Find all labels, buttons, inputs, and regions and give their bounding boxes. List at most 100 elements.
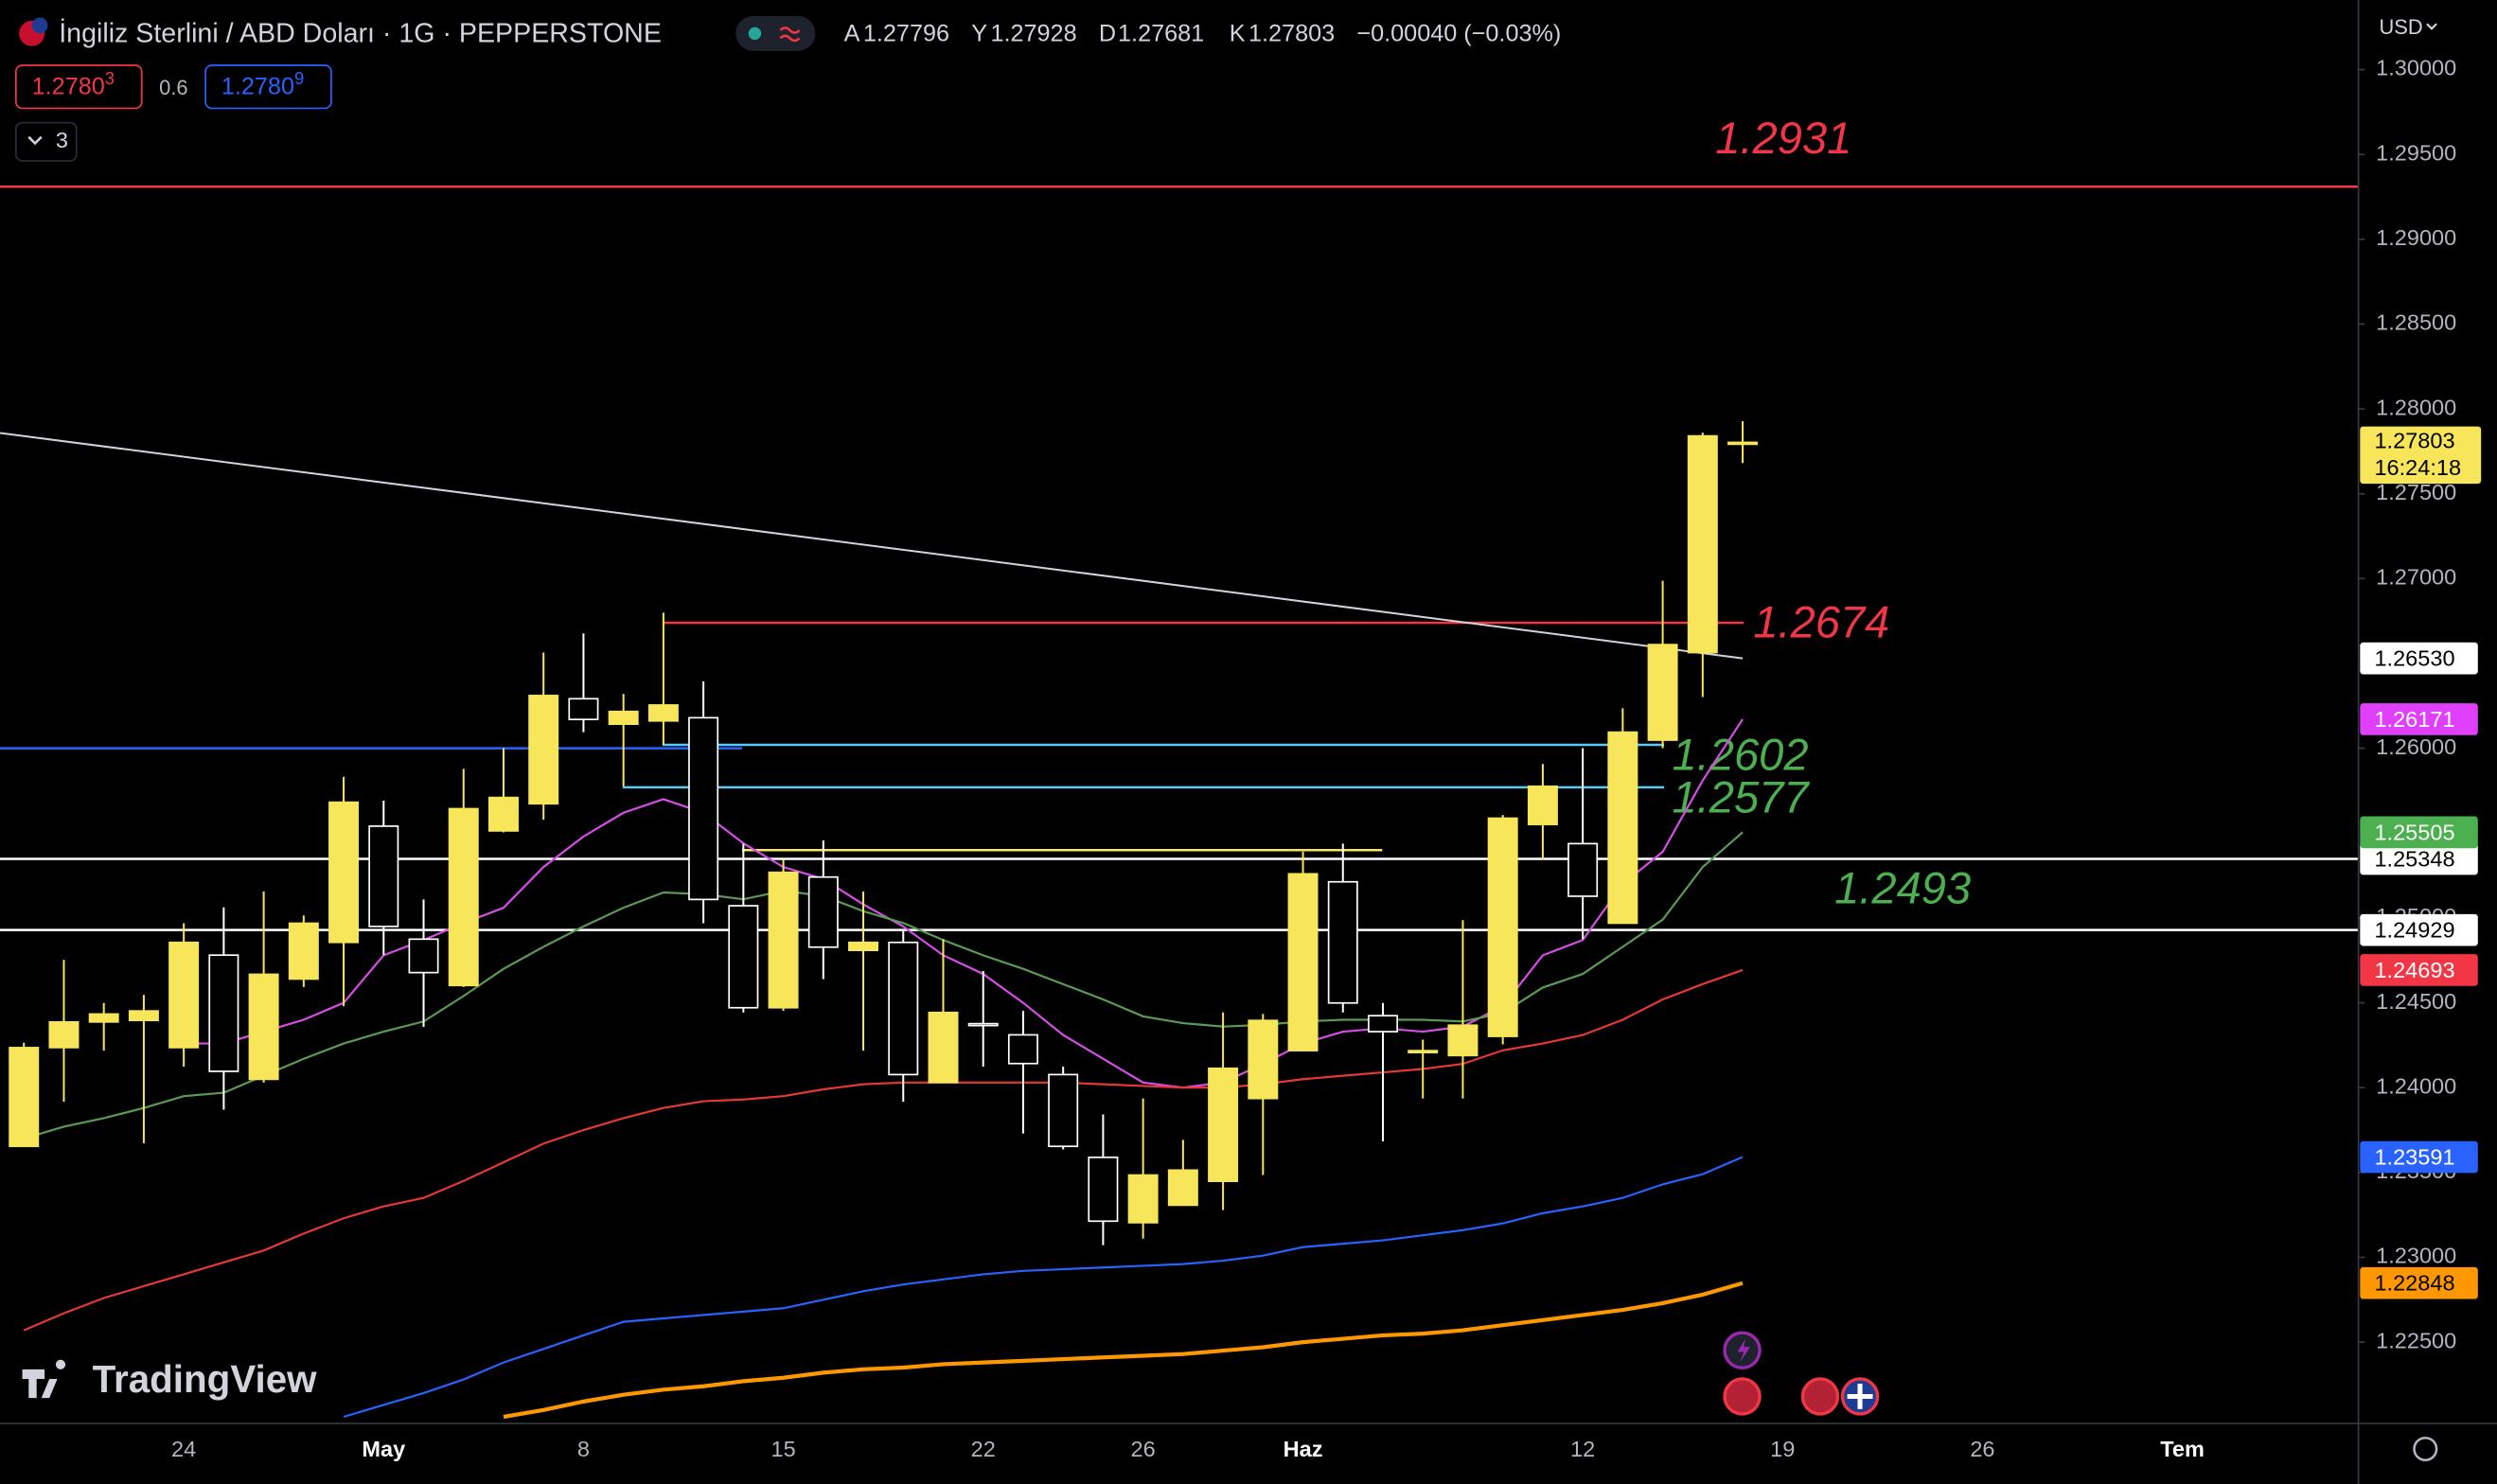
candle-body: [568, 698, 599, 720]
x-tick-label: 19: [1770, 1437, 1795, 1461]
y-tick-label: 1.26000: [2376, 734, 2456, 759]
ohlc-label: A: [844, 21, 860, 47]
watermark: TradingView: [22, 1357, 318, 1401]
ohlc-value: 1.27796: [863, 21, 949, 47]
candle-body: [807, 875, 839, 948]
price-tag: [2360, 842, 2478, 875]
currency[interactable]: USD: [2380, 15, 2423, 39]
candle-body: [248, 973, 279, 1081]
candle-body: [1127, 1174, 1159, 1224]
uk-cross: [1847, 1384, 1873, 1409]
x-tick-label: Tem: [2160, 1437, 2205, 1461]
candle-body: [647, 704, 679, 722]
candle-body: [1607, 731, 1638, 925]
price-tag: [2360, 703, 2478, 735]
symbol-flag: [31, 17, 48, 34]
x-tick-label: 24: [171, 1437, 196, 1461]
y-tick-label: 1.22500: [2376, 1328, 2456, 1352]
candle-body: [1647, 644, 1678, 741]
candle-body: [848, 941, 879, 952]
y-tick-label: 1.27000: [2376, 565, 2456, 590]
candle-body: [1567, 842, 1599, 897]
candle-body: [168, 941, 200, 1049]
logo-text: TradingView: [93, 1357, 318, 1401]
candle-body: [128, 1010, 159, 1022]
price-tag: [2360, 913, 2478, 946]
logo-icon: [22, 1359, 66, 1399]
candle-body: [1248, 1019, 1279, 1100]
candle-body: [1208, 1067, 1239, 1183]
sell-main: 1.2780: [32, 73, 105, 99]
events: [1723, 1331, 1880, 1416]
chevron: [27, 135, 43, 146]
candle-body: [1287, 873, 1319, 1051]
candle-body: [408, 938, 439, 974]
candle-body: [608, 710, 639, 726]
sell-button[interactable]: [14, 64, 143, 110]
indicator-count: 3: [56, 128, 68, 152]
sell-last: 3: [105, 68, 115, 88]
level-label: 1.2577: [1673, 772, 1811, 822]
candle-body: [1687, 434, 1718, 654]
lightning: [1737, 1338, 1750, 1362]
level-label: 1.2602: [1673, 729, 1809, 779]
ohlc-value: 1.27681: [1118, 21, 1204, 47]
candle-body: [967, 1022, 999, 1027]
header: İngiliz Sterlini / ABD Doları · 1G · PEP…: [14, 15, 816, 162]
ohlc-label: K: [1230, 21, 1246, 47]
market-status: [748, 26, 762, 41]
price-tag-label: 1.25348: [2374, 846, 2454, 871]
chevron: [2426, 23, 2437, 30]
candle-body: [1408, 1050, 1439, 1053]
ohlc-value: 1.27928: [990, 21, 1076, 47]
event-us[interactable]: [1723, 1377, 1762, 1416]
price-tag-label: 1.26171: [2374, 707, 2454, 732]
candle-body: [728, 905, 759, 1009]
y-tick-label: 1.23000: [2376, 1244, 2456, 1268]
y-tick-label: 1.29000: [2376, 225, 2456, 250]
candle-body: [1048, 1073, 1079, 1148]
note-label: 1.2493: [1834, 863, 1971, 913]
symbol-title: İngiliz Sterlini / ABD Doları · 1G · PEP…: [59, 18, 662, 49]
price-tag-label: 1.23591: [2374, 1144, 2454, 1169]
candle-body: [208, 954, 239, 1072]
status-pill[interactable]: [735, 15, 816, 51]
y-tick-label: 1.28500: [2376, 310, 2456, 335]
price-tag-label: 1.26530: [2374, 646, 2454, 671]
event-us[interactable]: [1800, 1377, 1840, 1416]
ohlc-label: Y: [971, 21, 987, 47]
x-tick-label: May: [362, 1437, 405, 1461]
candle-body: [1167, 1169, 1198, 1207]
last-price-tag: [2360, 426, 2482, 485]
y-tick-label: 1.28000: [2376, 395, 2456, 419]
candle-body: [1487, 817, 1518, 1037]
candle-body: [487, 796, 519, 832]
time-axis[interactable]: [0, 1423, 2497, 1484]
x-tick-label: 8: [577, 1437, 590, 1461]
candle-body: [528, 695, 559, 805]
axes: 24 May 8 15 22 26 Haz 12 19 26 Tem 1.30000 1.29500 1.…: [171, 56, 2482, 1461]
candle-body: [928, 1011, 959, 1084]
sell-price: 1.27803: [32, 68, 115, 99]
y-tick-label: 1.27500: [2376, 480, 2456, 504]
price-tag: [2360, 1140, 2478, 1174]
candle-body: [1327, 880, 1358, 1004]
candle-body: [9, 1047, 40, 1148]
ma-line: [503, 1281, 1744, 1420]
settings-icon[interactable]: [2413, 1436, 2438, 1462]
buy-button[interactable]: [204, 64, 332, 110]
ohlc-change: −0.00040 (−0.03%): [1356, 21, 1561, 47]
indicators-toggle[interactable]: [14, 121, 78, 162]
data-status: [779, 26, 801, 43]
price-axis[interactable]: [2358, 0, 2497, 1484]
y-tick-label: 1.24000: [2376, 1073, 2456, 1098]
candle-body: [328, 801, 360, 944]
candle-body: [1368, 1015, 1398, 1033]
candle-body: [48, 1020, 80, 1049]
price-tag-label: 1.24693: [2374, 958, 2454, 982]
candle-body: [368, 825, 399, 928]
x-tick-label: 12: [1570, 1437, 1595, 1461]
x-tick-label: 26: [1131, 1437, 1156, 1461]
ma-line: [23, 831, 1744, 1140]
